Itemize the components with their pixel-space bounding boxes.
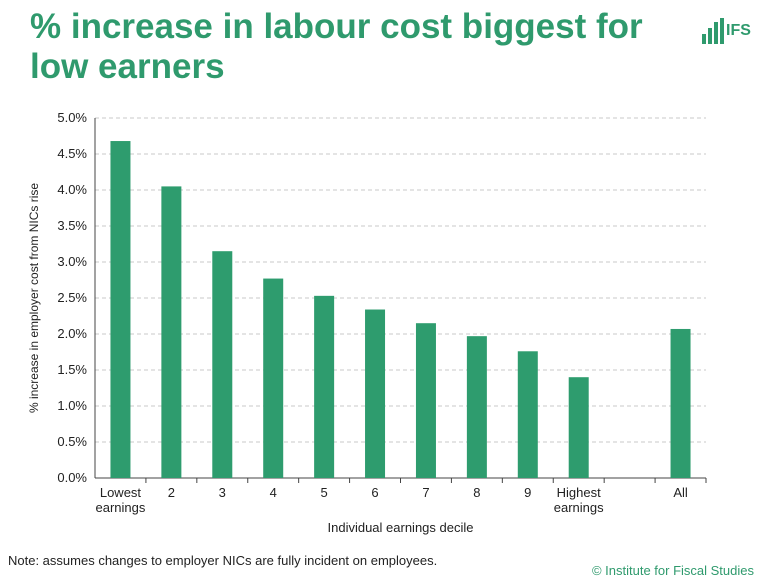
bar-all <box>670 328 691 478</box>
page-title: % increase in labour cost biggest for lo… <box>30 7 643 86</box>
y-tick-label: 1.5% <box>57 362 87 377</box>
x-tick-label: earnings <box>96 500 146 515</box>
copyright: © Institute for Fiscal Studies <box>591 563 754 578</box>
y-tick-label: 2.0% <box>57 326 87 341</box>
x-tick-label: 6 <box>371 485 378 500</box>
x-tick-label: 4 <box>270 485 277 500</box>
y-tick-label: 0.0% <box>57 470 87 485</box>
bar-chart: 0.0% 0.5% 1.0% 1.5% 2.0% 2.5% 3.0% 3.5% 4.0% 4.5%… <box>27 110 707 535</box>
x-axis-title: Individual earnings decile <box>328 520 474 535</box>
x-tick-label: earnings <box>554 500 604 515</box>
y-tick-label: 0.5% <box>57 434 87 449</box>
bar-8 <box>466 336 487 478</box>
x-tick-label: Highest <box>557 485 601 500</box>
bar-7 <box>415 323 436 478</box>
y-tick-label: 4.5% <box>57 146 87 161</box>
x-tick-label: 8 <box>473 485 480 500</box>
bar-2 <box>161 186 182 478</box>
y-tick-label: 3.5% <box>57 218 87 233</box>
x-tick-label: All <box>673 485 688 500</box>
bar-4 <box>263 278 284 478</box>
bar-6 <box>365 309 386 478</box>
x-tick-label: 9 <box>524 485 531 500</box>
bar-highest-earnings <box>568 377 589 478</box>
y-tick-label: 2.5% <box>57 290 87 305</box>
bar-3 <box>212 251 233 478</box>
x-tick-label: Lowest <box>100 485 142 500</box>
y-tick-label: 3.0% <box>57 254 87 269</box>
ifs-logo-icon <box>702 18 724 44</box>
y-tick-label: 5.0% <box>57 110 87 125</box>
bar-9 <box>517 351 538 478</box>
y-tick-label: 1.0% <box>57 398 87 413</box>
footnote: Note: assumes changes to employer NICs a… <box>8 553 438 568</box>
x-tick-label: 3 <box>219 485 226 500</box>
bar-lowest-earnings <box>110 141 131 479</box>
x-tick-label: 7 <box>422 485 429 500</box>
x-tick-label: 5 <box>321 485 328 500</box>
y-tick-label: 4.0% <box>57 182 87 197</box>
ifs-logo-text: IFS <box>726 22 751 39</box>
y-axis-title: % increase in employer cost from NICs ri… <box>27 183 41 413</box>
bar-5 <box>314 295 335 478</box>
x-tick-label: 2 <box>168 485 175 500</box>
